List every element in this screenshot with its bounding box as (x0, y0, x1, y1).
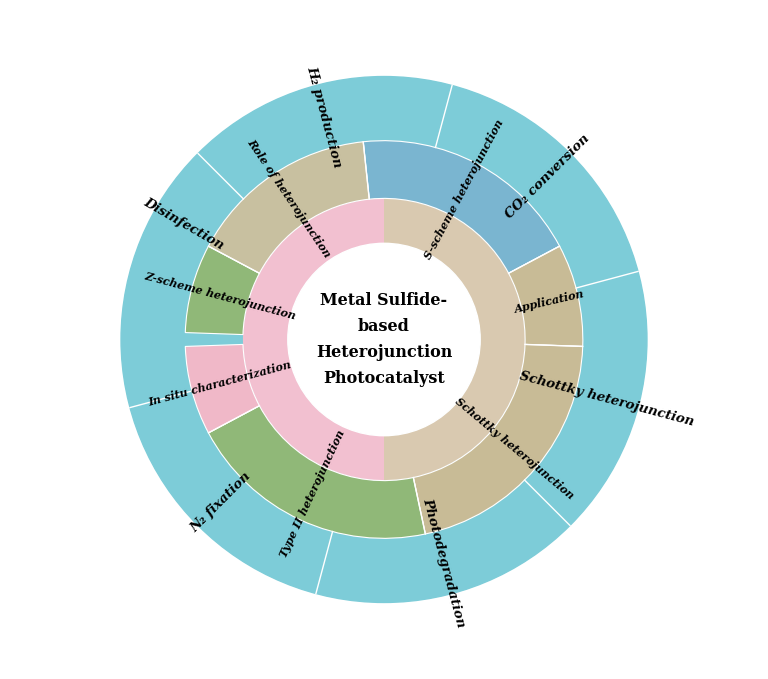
Wedge shape (363, 141, 560, 273)
Wedge shape (185, 246, 260, 335)
Text: N₂ fixation: N₂ fixation (188, 470, 253, 536)
Circle shape (288, 243, 480, 436)
Text: Type II heterojunction: Type II heterojunction (278, 428, 346, 559)
Wedge shape (185, 344, 260, 433)
Text: Z-scheme heterojunction: Z-scheme heterojunction (143, 270, 296, 321)
Wedge shape (208, 142, 369, 273)
Text: In situ characterization: In situ characterization (147, 359, 293, 408)
Text: S-scheme heterojunction: S-scheme heterojunction (422, 117, 505, 261)
Text: Role of heterojunction: Role of heterojunction (245, 137, 333, 260)
Text: CO₂ conversion: CO₂ conversion (503, 132, 592, 221)
Wedge shape (413, 344, 583, 534)
Text: Schottky heterojunction: Schottky heterojunction (518, 369, 696, 429)
Text: Disinfection: Disinfection (141, 196, 227, 253)
Text: Application: Application (514, 288, 586, 314)
Text: Photodegradation: Photodegradation (420, 496, 467, 629)
Text: H₂ production: H₂ production (304, 65, 344, 168)
Wedge shape (208, 406, 425, 538)
Wedge shape (243, 198, 384, 481)
Circle shape (121, 77, 647, 602)
Text: Schottky heterojunction: Schottky heterojunction (452, 396, 576, 502)
Wedge shape (508, 246, 583, 346)
Text: Metal Sulfide-
based
Heterojunction
Photocatalyst: Metal Sulfide- based Heterojunction Phot… (316, 292, 452, 387)
Wedge shape (384, 198, 525, 481)
